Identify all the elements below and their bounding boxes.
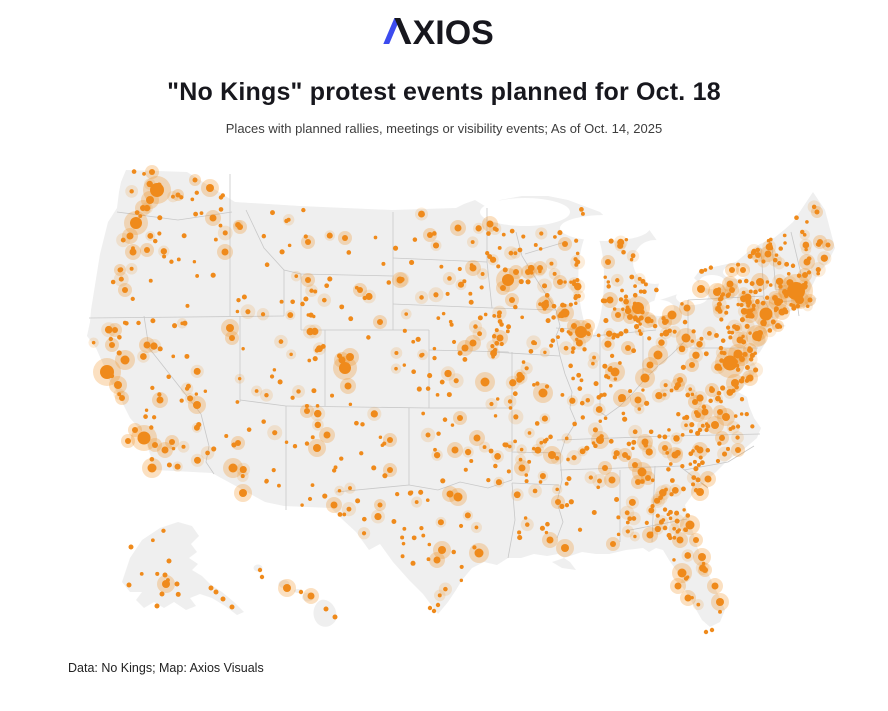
lake-erie-east	[676, 289, 708, 305]
lake-erie-west	[646, 300, 674, 316]
mainland-shape	[87, 170, 835, 627]
us-dot-map	[87, 165, 835, 635]
logo-letters: XIOS	[413, 16, 494, 46]
axios-logo: XIOS	[382, 14, 506, 52]
alaska-shape	[122, 522, 244, 615]
lake-superior-west	[480, 198, 570, 226]
lake-superior-east	[560, 215, 650, 241]
protest-dot-cores	[91, 169, 831, 635]
lake-huron	[633, 240, 677, 284]
source-credit: Data: No Kings; Map: Axios Visuals	[68, 661, 264, 675]
axios-logo-svg: XIOS	[383, 14, 494, 52]
chart-subtitle: Places with planned rallies, meetings or…	[225, 121, 663, 136]
page-title: "No Kings" protest events planned for Oc…	[167, 78, 721, 106]
lake-ontario-west	[699, 275, 725, 289]
logo-a-left-stroke	[383, 17, 401, 45]
lake-michigan	[578, 229, 605, 336]
logo-a-right-stroke	[394, 17, 412, 45]
hawaii-islands	[253, 564, 337, 627]
